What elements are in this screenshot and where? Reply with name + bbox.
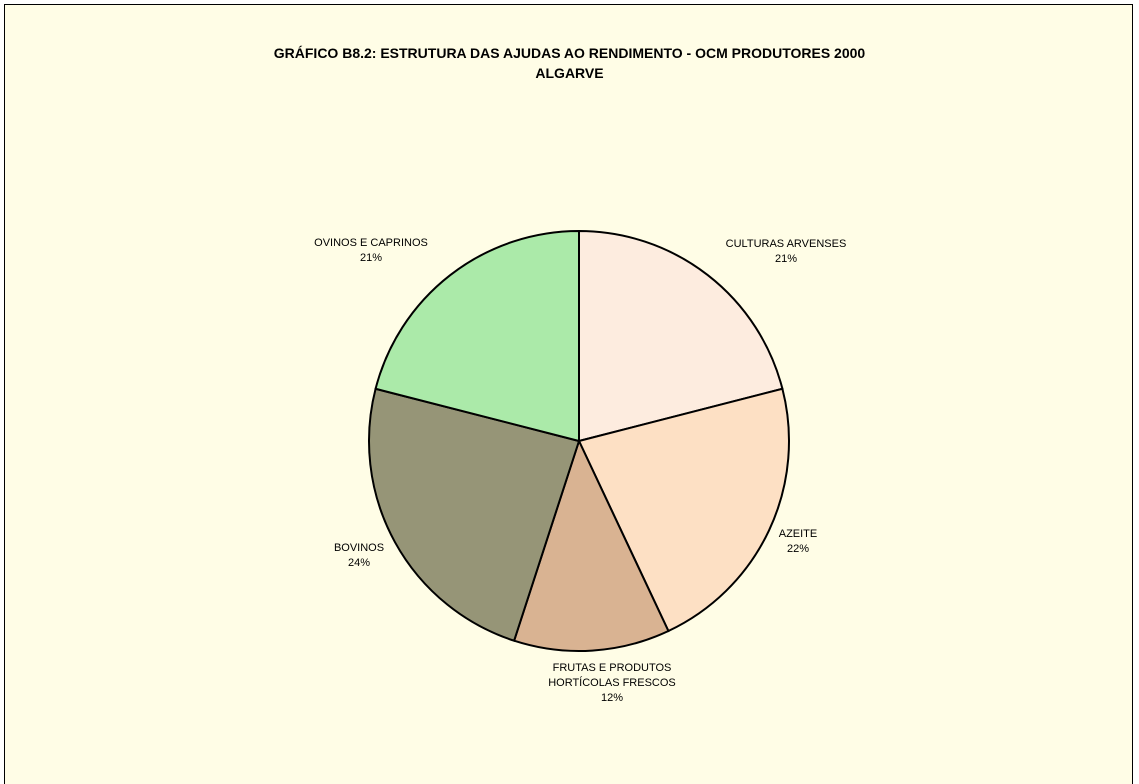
chart-title-line-2: ALGARVE — [535, 65, 604, 81]
pie-slice — [577, 387, 790, 633]
slice-label: BOVINOS 24% — [334, 542, 384, 569]
slice-label: FRUTAS E PRODUTOS HORTÍCOLAS FRESCOS 12% — [548, 662, 676, 704]
chart-area: GRÁFICO B8.2: ESTRUTURA DAS AJUDAS AO RE… — [4, 4, 1133, 784]
pie-slice — [374, 229, 580, 443]
chart-title-line-1: GRÁFICO B8.2: ESTRUTURA DAS AJUDAS AO RE… — [273, 45, 866, 61]
pie-chart: CULTURAS ARVENSES 21% AZEITE 22% FRUTAS E PR… — [314, 229, 847, 704]
slice-label: OVINOS E CAPRINOS 21% — [314, 237, 428, 264]
pie-slice — [368, 387, 581, 642]
slice-label: AZEITE 22% — [779, 528, 818, 555]
chart-title: GRÁFICO B8.2: ESTRUTURA DAS AJUDAS AO RE… — [5, 43, 1134, 83]
slice-label: CULTURAS ARVENSES 21% — [726, 238, 847, 265]
pie-slice — [578, 229, 784, 443]
pie-slice — [512, 438, 670, 652]
